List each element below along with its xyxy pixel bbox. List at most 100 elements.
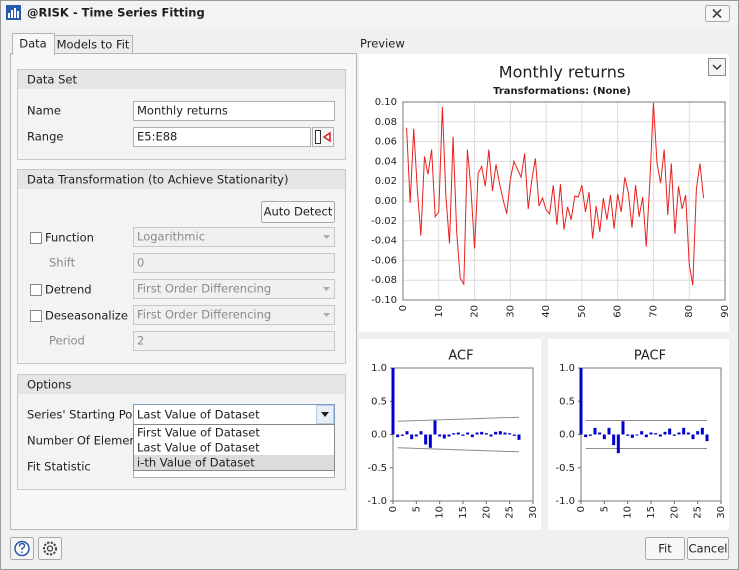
y-tick-label: 0.10 — [375, 97, 397, 108]
x-tick-label: 60 — [613, 305, 624, 318]
bar — [636, 435, 639, 436]
x-tick-label: 90 — [720, 305, 731, 318]
y-tick-label: 0.00 — [375, 196, 397, 207]
group-heading: Data Transformation (to Achieve Stationa… — [27, 173, 288, 187]
tab-label[interactable]: Models to Fit — [57, 38, 130, 52]
help-button[interactable] — [11, 538, 34, 560]
chart-title: ACF — [448, 349, 473, 364]
bar — [466, 433, 469, 435]
bar — [508, 433, 511, 434]
select-value: Logarithmic — [137, 230, 205, 244]
field-label: Number Of Elements — [27, 434, 147, 448]
bar — [608, 428, 611, 435]
button-label[interactable]: Fit — [658, 542, 672, 556]
bar — [448, 435, 451, 437]
button-label[interactable]: Auto Detect — [264, 205, 333, 219]
bar — [420, 431, 423, 434]
bar — [645, 435, 648, 438]
dropdown-item[interactable]: First Value of Dataset — [137, 426, 260, 440]
bar — [678, 433, 681, 435]
checkbox[interactable] — [31, 285, 42, 296]
x-tick-label: 0 — [398, 305, 409, 311]
x-tick-label: 50 — [577, 305, 588, 318]
bar — [696, 431, 699, 434]
bar — [687, 433, 690, 435]
bar — [659, 435, 662, 437]
bar — [406, 431, 409, 434]
bar — [424, 435, 427, 445]
y-tick-label: 0.04 — [375, 156, 397, 167]
x-tick-label: 70 — [648, 305, 659, 318]
x-tick-label: 10 — [623, 506, 634, 519]
input-value: 0 — [137, 256, 144, 270]
bar — [438, 435, 441, 437]
chart-menu-button[interactable] — [709, 59, 726, 76]
checkbox[interactable] — [31, 233, 42, 244]
x-tick-label: 10 — [434, 305, 445, 318]
input-value: Monthly returns — [137, 104, 228, 118]
bar — [589, 435, 592, 436]
select-value: Last Value of Dataset — [137, 408, 260, 422]
group-heading: Data Set — [27, 73, 77, 87]
dropdown-item[interactable]: Last Value of Dataset — [137, 441, 260, 455]
bar — [682, 428, 685, 435]
range-picker-button[interactable] — [313, 128, 334, 147]
bar — [594, 428, 597, 435]
x-tick-label: 10 — [435, 506, 446, 519]
bar — [410, 435, 413, 440]
chart-subtitle: Transformations: (None) — [493, 86, 631, 97]
y-tick-label: -0.04 — [371, 236, 397, 247]
bar — [640, 431, 643, 434]
x-tick-label: 80 — [684, 305, 695, 318]
chart-title: Monthly returns — [499, 63, 625, 82]
x-tick-label: 20 — [669, 506, 680, 519]
bar — [673, 435, 676, 436]
tab-label[interactable]: Data — [19, 37, 46, 51]
y-tick-label: 0.5 — [559, 396, 575, 407]
y-tick-label: 0.0 — [371, 430, 387, 441]
x-tick-label: 40 — [541, 305, 552, 318]
x-tick-label: 25 — [505, 506, 516, 519]
bar — [622, 421, 625, 434]
y-tick-label: -1.0 — [555, 496, 575, 507]
bar — [485, 433, 488, 434]
x-tick-label: 30 — [716, 506, 727, 519]
checkbox[interactable] — [31, 311, 42, 322]
button-label[interactable]: Cancel — [689, 542, 728, 556]
field-label: Fit Statistic — [27, 460, 91, 474]
bar — [415, 435, 418, 437]
bar — [490, 435, 493, 437]
bar — [462, 435, 465, 436]
y-tick-label: -0.5 — [555, 463, 575, 474]
x-tick-label: 20 — [481, 506, 492, 519]
preview-label: Preview — [360, 37, 405, 51]
bar — [598, 433, 601, 435]
bar — [457, 433, 460, 435]
y-tick-label: -0.06 — [371, 255, 397, 266]
bar — [668, 429, 671, 435]
x-tick-label: 30 — [505, 305, 516, 318]
bar — [612, 435, 615, 446]
y-tick-label: 1.0 — [371, 363, 387, 374]
x-tick-label: 20 — [470, 305, 481, 318]
select-value: First Order Differencing — [137, 308, 271, 322]
bar — [654, 433, 657, 434]
x-tick-label: 15 — [646, 506, 657, 519]
input-disabled — [134, 332, 335, 351]
input-disabled — [134, 254, 335, 273]
settings-button[interactable] — [39, 538, 62, 560]
y-tick-label: 0.06 — [375, 137, 397, 148]
dropdown-item[interactable]: i-th Value of Dataset — [137, 456, 255, 470]
x-tick-label: 5 — [411, 506, 422, 512]
bar — [617, 435, 620, 454]
close-button[interactable] — [706, 6, 730, 22]
tab-join — [13, 53, 54, 55]
bar — [631, 435, 634, 438]
bar — [392, 368, 395, 435]
bar — [499, 431, 502, 434]
bar — [706, 435, 709, 442]
bar — [580, 368, 583, 435]
bar — [429, 435, 432, 448]
bar — [584, 435, 587, 438]
